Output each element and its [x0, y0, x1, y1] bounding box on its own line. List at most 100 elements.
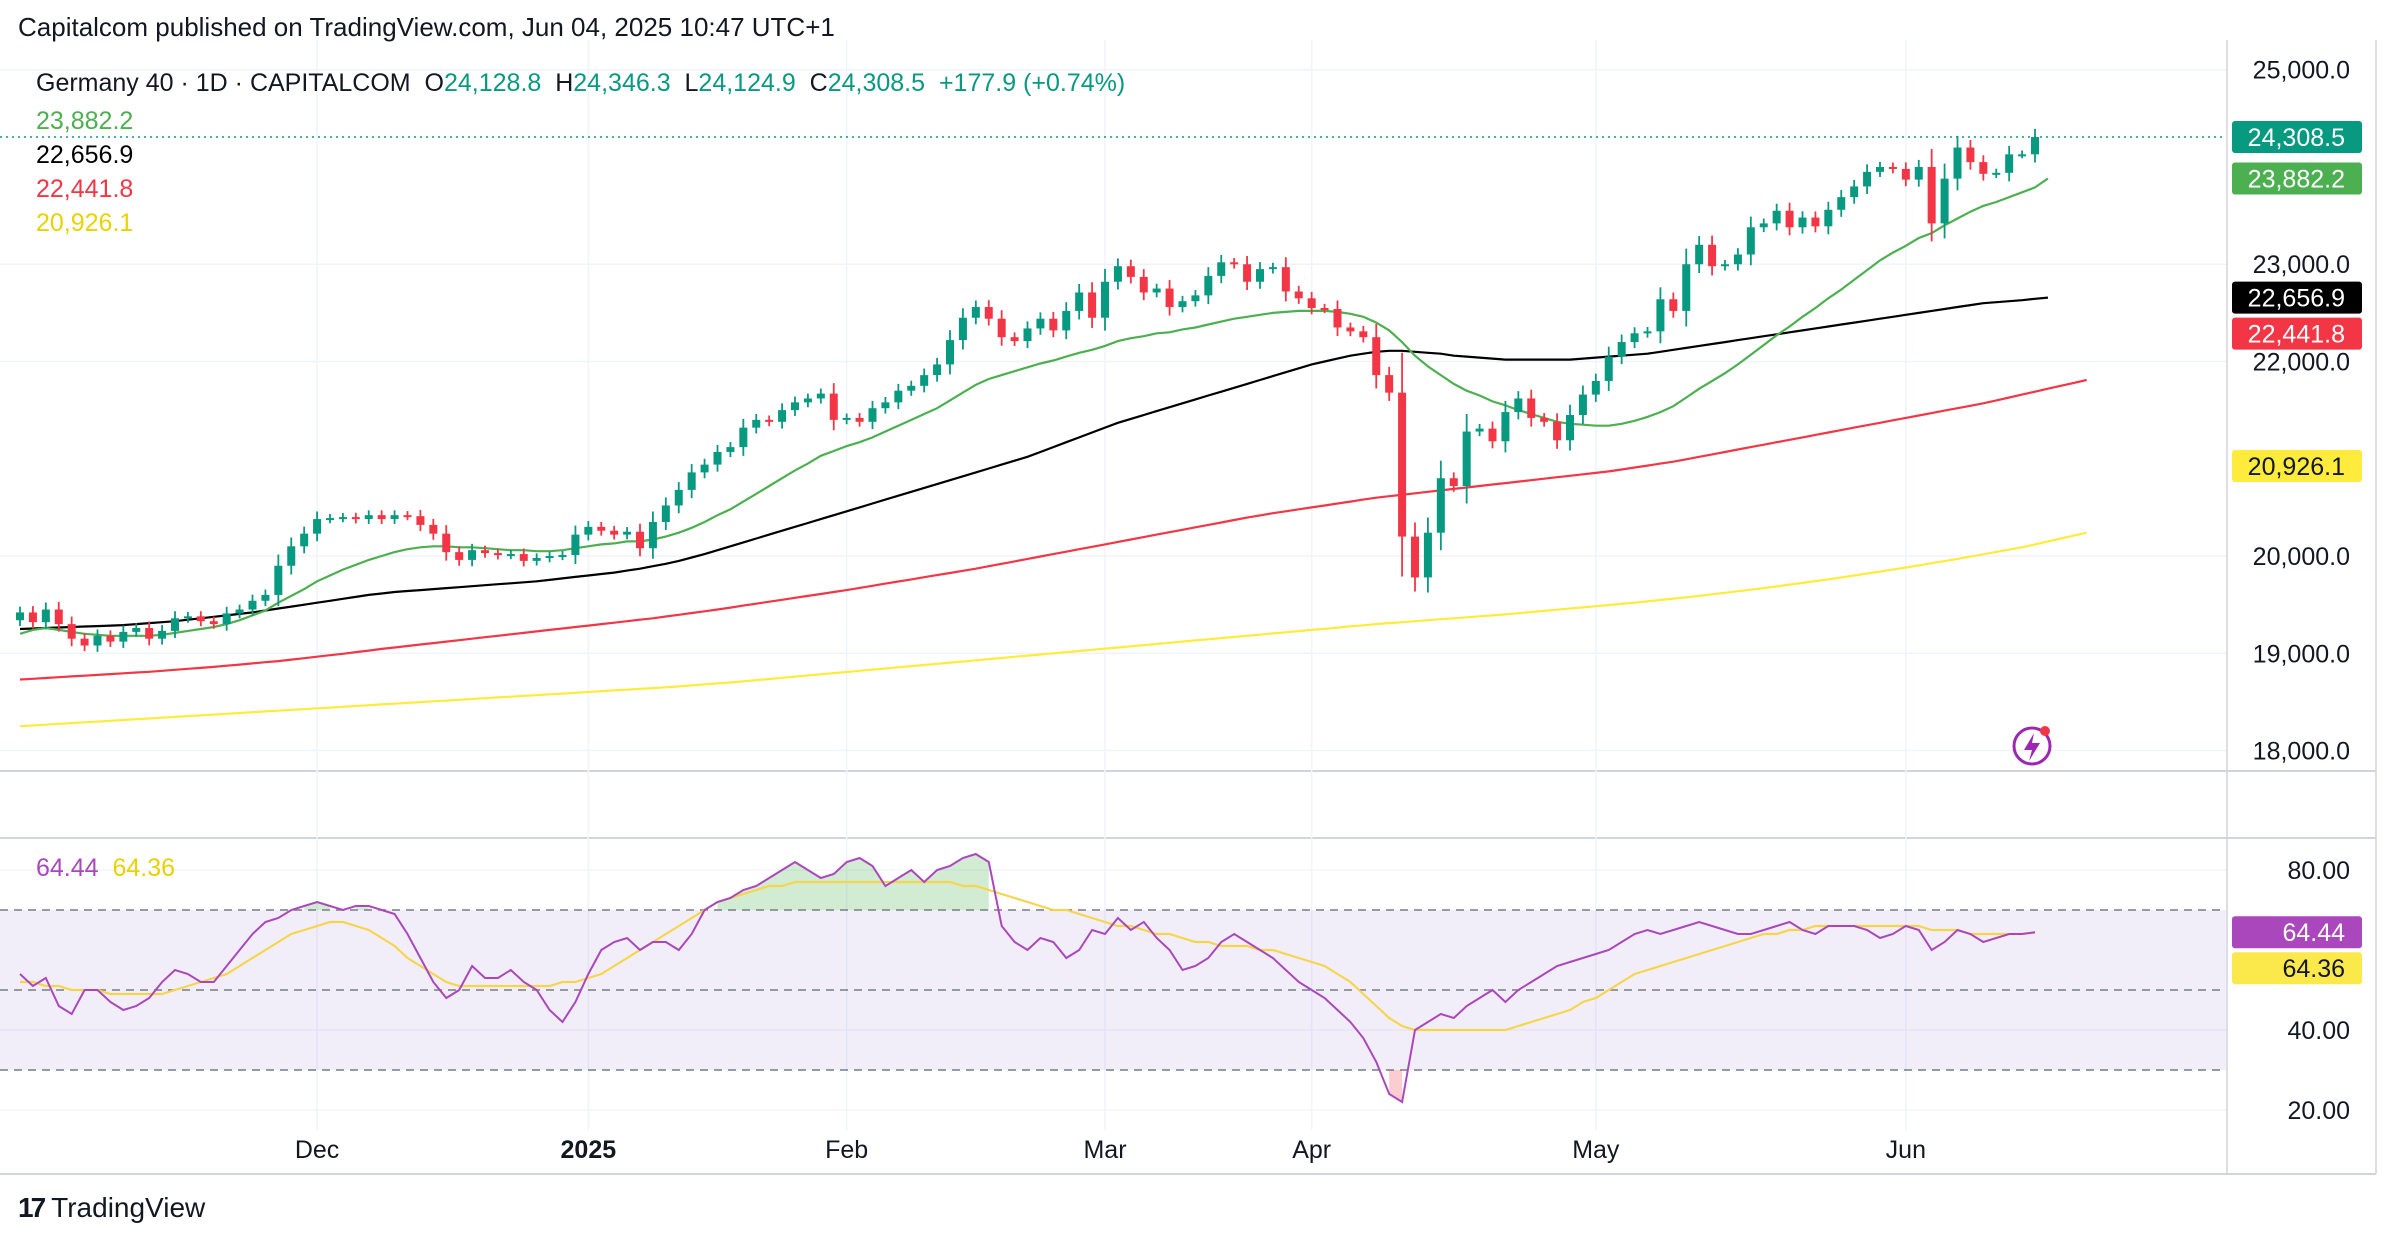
candle [571, 525, 580, 565]
candle-body [868, 408, 877, 422]
candle-body [971, 307, 980, 318]
rsi-line [19, 852, 2036, 1104]
candle [1307, 291, 1316, 315]
candle-body [984, 307, 993, 319]
candle-body [287, 546, 296, 566]
candle [1010, 332, 1019, 346]
candle [971, 300, 980, 325]
ma-long-line [19, 531, 2087, 728]
candle [1630, 327, 1639, 349]
candle-body [829, 393, 838, 420]
candle-body [1811, 217, 1820, 227]
price-pane[interactable] [0, 128, 2226, 728]
candle [1320, 303, 1329, 314]
candle [1049, 311, 1058, 338]
candle-body [532, 557, 541, 561]
candle [519, 548, 528, 567]
candle [1475, 423, 1484, 437]
candle-body [235, 609, 244, 614]
candle [1062, 302, 1071, 340]
candle-body [2030, 137, 2040, 155]
candle [1178, 295, 1187, 313]
candle-body [196, 616, 205, 622]
footer-brand[interactable]: 17 TradingView [18, 1192, 205, 1224]
candle [28, 606, 37, 629]
candle [364, 510, 373, 524]
candle [1100, 268, 1110, 331]
candle-body [1695, 244, 1704, 265]
candle-body [1591, 380, 1600, 395]
price-badge-bg [2232, 120, 2362, 153]
candle [1333, 300, 1342, 336]
candle-body [1798, 217, 1807, 228]
candle [1165, 280, 1174, 316]
candle-body [1604, 356, 1613, 381]
candle-body [158, 630, 167, 639]
candle-body [1462, 431, 1471, 486]
x-tick-label: Jun [1886, 1136, 1926, 1164]
candle [1772, 203, 1781, 231]
candle [1992, 168, 2001, 178]
ma-value-fast: 23,882.2 [36, 107, 134, 135]
candle [54, 601, 63, 632]
low-value: 24,124.9 [698, 69, 796, 97]
candle [984, 300, 993, 326]
candle-body [338, 517, 347, 520]
x-tick-label: Feb [825, 1136, 868, 1164]
candle [1785, 202, 1794, 236]
candle [93, 629, 102, 652]
candle-body [894, 390, 903, 403]
symbol-label[interactable]: Germany 40 · 1D · CAPITALCOM [36, 69, 411, 97]
candle [1540, 413, 1549, 427]
flash-icon[interactable] [2012, 726, 2052, 766]
candle-body [222, 613, 231, 625]
candle-body [506, 554, 515, 557]
candle [313, 511, 322, 542]
price-badge: 22,656.9 [2232, 281, 2362, 314]
candle-body [351, 517, 360, 520]
candle [468, 543, 477, 567]
rsi-tick-label: 20.00 [2287, 1097, 2350, 1125]
candle-body [1049, 318, 1058, 331]
candle-body [145, 628, 154, 639]
candle [803, 393, 812, 408]
candle-body [661, 505, 670, 522]
candle-body [480, 550, 490, 554]
price-badge-bg [2232, 281, 2362, 314]
candle [1759, 218, 1768, 233]
candle-body [1953, 147, 1962, 179]
candle-body [571, 534, 580, 556]
candle-body [1850, 186, 1859, 198]
candle [1863, 164, 1872, 194]
candle [351, 512, 360, 524]
candle-body [584, 526, 593, 535]
rsi-pane[interactable] [0, 852, 2226, 1104]
candle [1372, 323, 1381, 389]
price-badge-bg [2232, 162, 2362, 195]
candle-body [1372, 337, 1381, 376]
rsi-badge-text: 64.36 [2282, 955, 2345, 983]
candle-body [1837, 197, 1846, 210]
candle-body [93, 635, 102, 646]
candle [287, 537, 296, 575]
candle [1217, 255, 1226, 284]
candle-body [700, 464, 709, 473]
candle [1901, 162, 1910, 187]
candle [1501, 400, 1510, 453]
close-label: C [809, 69, 828, 97]
candle [2005, 145, 2014, 182]
open-value: 24,128.8 [443, 69, 542, 97]
rsi-oversold-fill [1389, 1070, 1403, 1102]
rsi-ma-line [20, 880, 2036, 1032]
candle [222, 606, 231, 631]
x-tick-label: 2025 [561, 1136, 617, 1164]
candle-body [1385, 375, 1394, 393]
price-badge-text: 22,441.8 [2248, 321, 2345, 349]
ma-fast-line [19, 177, 2049, 637]
candle-body [1255, 269, 1265, 282]
candle [455, 546, 464, 566]
candle-body [752, 419, 761, 428]
candle [894, 383, 903, 410]
candle-body [468, 550, 477, 560]
